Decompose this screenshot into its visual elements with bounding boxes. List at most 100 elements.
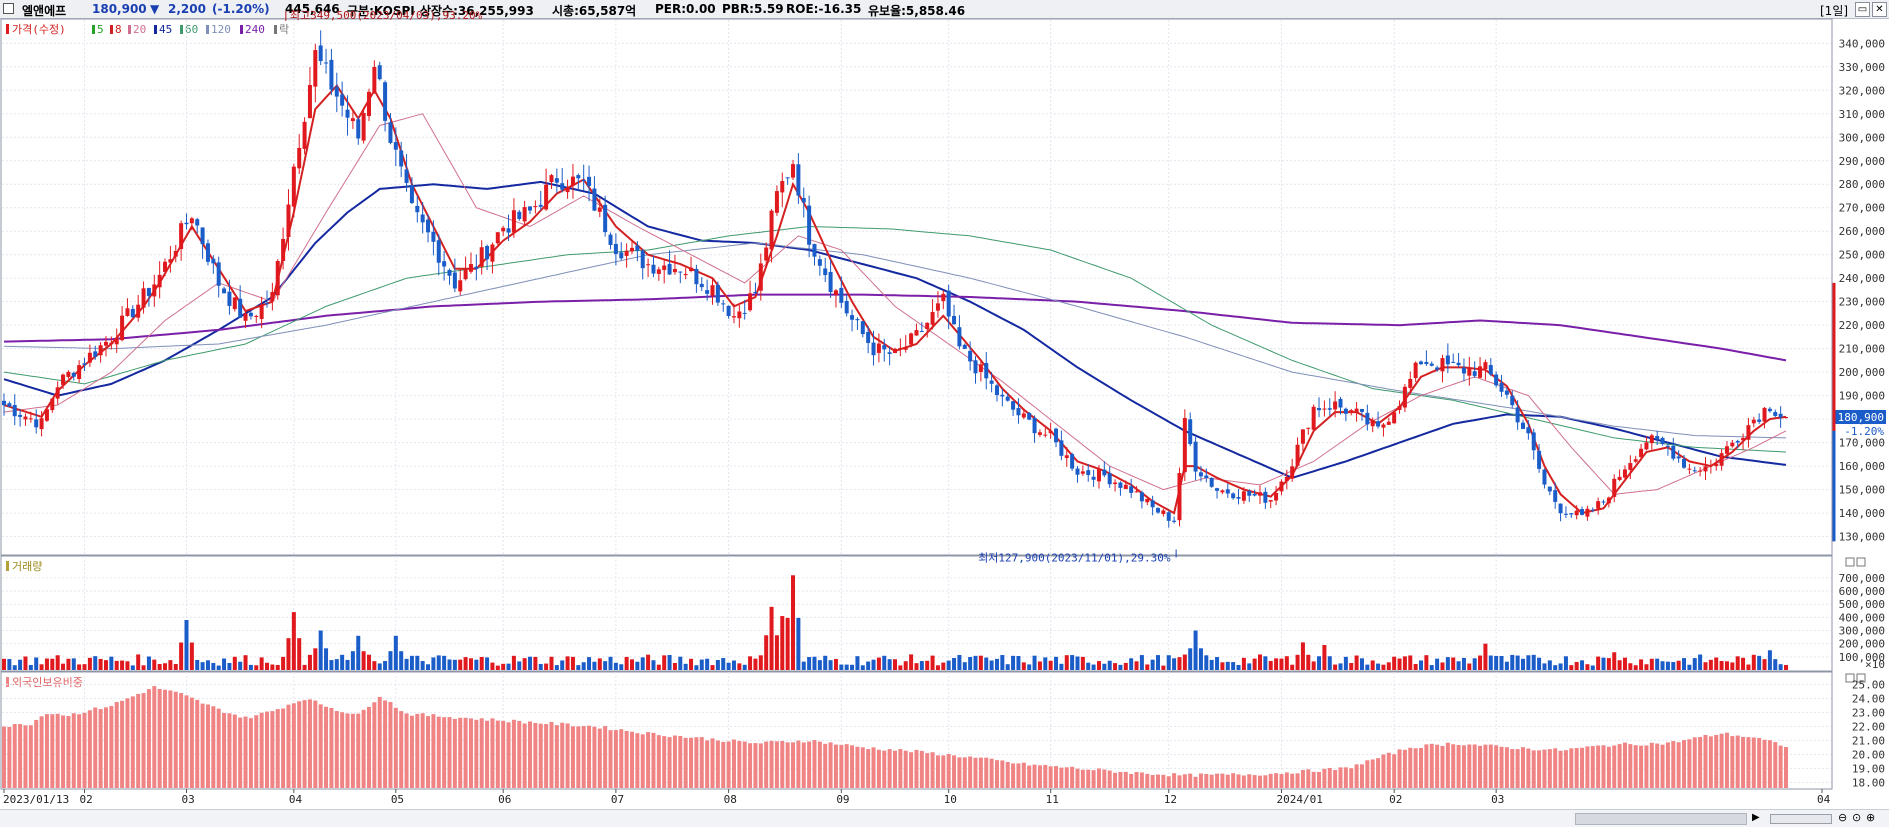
volume-bar <box>1682 658 1687 670</box>
restore-icon[interactable]: ▭ <box>1855 2 1870 17</box>
volume-bar <box>742 664 747 670</box>
volume-bar <box>968 656 973 670</box>
foreign-ratio-bar <box>737 741 742 788</box>
candle <box>613 243 618 255</box>
candle <box>549 175 554 183</box>
foreign-ratio-bar <box>1139 772 1144 788</box>
foreign-ratio-bar <box>1724 732 1729 788</box>
zoom-reset-icon[interactable]: ⊙ <box>1852 811 1862 824</box>
candle <box>1376 421 1381 427</box>
zoom-in-icon[interactable]: ⊕ <box>1866 811 1876 824</box>
foreign-ratio-bar <box>699 737 704 788</box>
foreign-ratio-bar <box>356 713 361 788</box>
candle <box>909 333 914 345</box>
volume-bar <box>506 663 511 670</box>
foreign-ratio-bar <box>125 698 130 788</box>
volume-bar <box>1526 655 1531 670</box>
foreign-ratio-bar <box>1129 774 1134 788</box>
foreign-ratio-bar <box>238 717 243 788</box>
volume-bar <box>1784 664 1788 670</box>
foreign-title: 외국인보유비중 <box>12 676 83 689</box>
volume-bar <box>1059 663 1064 670</box>
foreign-ratio-bar <box>2 726 6 788</box>
pane-restore-icon[interactable] <box>1845 673 1855 683</box>
volume-bar <box>511 655 516 670</box>
candle <box>1445 355 1450 365</box>
foreign-ratio-bar <box>791 742 796 788</box>
zoom-slider[interactable] <box>1770 814 1832 824</box>
volume-bar <box>952 658 957 670</box>
foreign-ratio-bar <box>1059 767 1064 788</box>
candle <box>646 264 651 266</box>
volume-bar <box>1086 662 1091 670</box>
volume-bar <box>656 664 661 670</box>
candle <box>850 315 855 320</box>
volume-bar <box>350 651 355 670</box>
volume-bar <box>1478 655 1483 670</box>
volume-bar <box>436 655 441 670</box>
foreign-ratio-bar <box>1622 742 1627 788</box>
candle <box>184 222 189 225</box>
volume-bar <box>1284 656 1289 670</box>
foreign-ratio-bar <box>468 718 473 788</box>
foreign-ratio-bar <box>82 712 87 788</box>
pane-restore-icon[interactable] <box>1845 557 1855 567</box>
foreign-ratio-bar <box>313 700 318 788</box>
candle <box>1499 383 1504 392</box>
candle <box>1569 513 1574 515</box>
volume-bar <box>1553 665 1558 670</box>
volume-bar <box>474 659 479 670</box>
candle <box>1746 425 1751 440</box>
foreign-ratio-bar <box>662 736 667 788</box>
volume-bar <box>463 657 468 670</box>
candle <box>1558 503 1563 514</box>
volume-bar <box>1064 655 1069 670</box>
ma-legend-label: 락 <box>279 23 289 36</box>
foreign-ratio-bar <box>522 723 527 788</box>
zoom-out-icon[interactable]: ⊖ <box>1838 811 1848 824</box>
volume-bar <box>1397 658 1402 670</box>
candle <box>1343 408 1348 414</box>
volume-bar <box>828 660 833 670</box>
x-tick-label: 12 <box>1164 793 1177 806</box>
foreign-ratio-bar <box>860 747 865 788</box>
foreign-ratio-bar <box>1177 775 1182 788</box>
candle <box>1241 491 1246 501</box>
candle <box>1419 361 1424 365</box>
close-icon[interactable]: ✕ <box>1872 2 1887 17</box>
scroll-right-icon[interactable]: ▶ <box>1752 812 1760 823</box>
candle <box>817 259 822 266</box>
foreign-ratio-bar <box>1569 748 1574 788</box>
foreign-ratio-bar <box>1649 742 1654 788</box>
volume-bar <box>71 658 76 670</box>
window-box-icon[interactable] <box>3 3 14 14</box>
foreign-ratio-bar <box>850 745 855 788</box>
volume-bar <box>1370 660 1375 670</box>
pane-close-icon[interactable] <box>1856 557 1866 567</box>
scroll-thumb[interactable] <box>1575 813 1747 825</box>
foreign-ratio-bar <box>833 744 838 788</box>
foreign-ratio-bar <box>1402 749 1407 788</box>
candle <box>243 313 248 321</box>
candle <box>1708 465 1713 467</box>
volume-bar <box>538 663 543 670</box>
foreign-ratio-bar <box>538 723 543 788</box>
candle <box>1467 368 1472 376</box>
pane-close-icon[interactable] <box>1856 673 1866 683</box>
foreign-ratio-bar <box>302 700 307 788</box>
candle <box>307 84 312 119</box>
volume-bar <box>409 655 414 670</box>
price-tick-label: 170,000 <box>1839 437 1885 450</box>
candle <box>420 214 425 223</box>
candle <box>377 65 382 80</box>
foreign-ratio-bar <box>1268 773 1273 788</box>
volume-bar <box>329 660 334 670</box>
volume-bar <box>1590 665 1595 670</box>
volume-bar <box>1569 665 1574 670</box>
scroll-bar[interactable]: ▶ ⊖ ⊙ ⊕ <box>0 809 1889 827</box>
price-change: 2,200 <box>168 2 206 16</box>
candle <box>887 352 892 354</box>
period-selector[interactable]: [1일] <box>1820 4 1849 18</box>
foreign-ratio-bar <box>1515 749 1520 788</box>
